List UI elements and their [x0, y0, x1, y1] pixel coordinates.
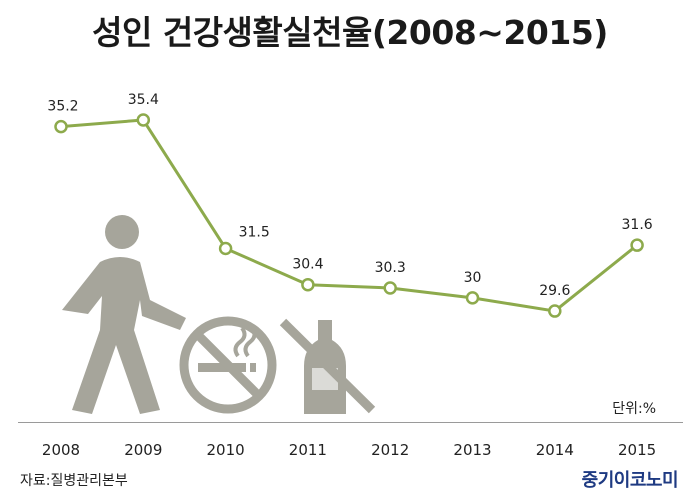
data-point-2015: [630, 238, 644, 252]
x-tick-2011: 2011: [289, 441, 327, 459]
data-point-2008: [54, 119, 68, 134]
data-point-2013: [465, 291, 480, 305]
x-tick-2010: 2010: [207, 441, 245, 459]
x-tick-2009: 2009: [124, 441, 162, 459]
x-tick-2014: 2014: [536, 441, 574, 459]
source-label: 자료:질병관리본부: [20, 473, 128, 489]
x-tick-2008: 2008: [42, 441, 80, 459]
x-tick-2012: 2012: [371, 441, 409, 459]
data-label-2012: 30.3: [375, 260, 406, 276]
data-label-2008: 35.2: [47, 99, 78, 115]
unit-label: 단위:%: [612, 401, 656, 417]
x-axis-line: [18, 422, 683, 423]
brand-logo: 중기이코노미: [581, 470, 679, 491]
walking-person-icon: [62, 215, 186, 414]
chart-title: 성인 건강생활실천율(2008~2015): [92, 13, 608, 52]
data-label-2009: 35.4: [128, 92, 159, 108]
data-label-2014: 29.6: [539, 283, 570, 299]
x-tick-2013: 2013: [453, 441, 491, 459]
no-alcohol-icon: [279, 318, 376, 414]
x-tick-2015: 2015: [618, 441, 656, 459]
data-point-2012: [383, 281, 397, 295]
data-label-2013: 30: [464, 270, 482, 286]
data-point-2011: [301, 277, 315, 292]
data-label-2011: 30.4: [292, 257, 323, 273]
data-label-2015: 31.6: [622, 217, 653, 233]
data-label-2010: 31.5: [239, 224, 270, 240]
data-point-2014: [548, 304, 562, 318]
data-point-2009: [136, 113, 151, 127]
series-line: [60, 118, 639, 313]
no-smoking-icon: [179, 316, 277, 414]
data-point-2010: [218, 241, 233, 256]
